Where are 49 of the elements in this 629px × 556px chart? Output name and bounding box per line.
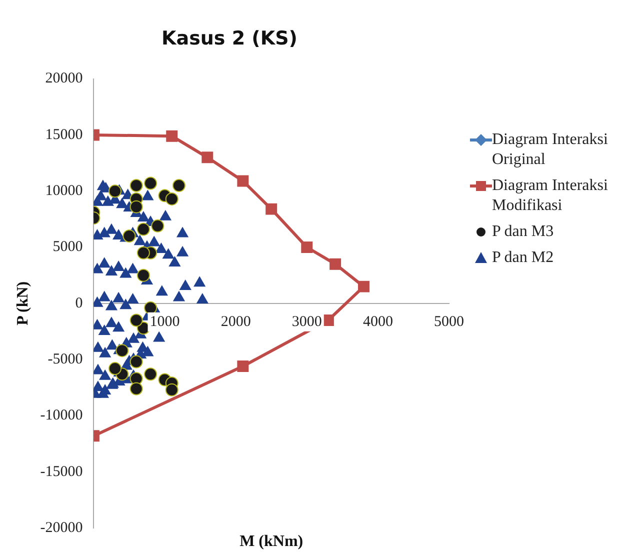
point [108,362,122,376]
point [202,152,214,164]
point [237,175,249,187]
point [130,200,143,214]
point [108,184,122,198]
point [136,222,150,236]
point [136,246,150,260]
legend-label: P dan M2 [492,248,554,268]
point [165,383,178,396]
point [322,314,334,326]
y-tick-label: 5000 [52,239,83,256]
point [330,258,342,270]
point [165,192,178,206]
y-tick-label: -5000 [48,351,83,368]
x-tick-label: 2000 [220,314,251,330]
x-tick-label: 5000 [434,314,464,330]
point [172,178,186,192]
y-tick-label: -10000 [40,408,83,424]
point [122,230,136,243]
point [144,301,158,314]
point [301,242,313,253]
y-tick-label: 15000 [45,126,83,143]
x-tick-label: 1000 [150,314,180,330]
point [130,382,143,396]
y-axis-title: P (kN) [14,281,32,326]
point [358,280,370,292]
point [130,314,143,327]
y-tick-label: 0 [75,295,83,312]
x-axis-title: M (kNm) [240,533,304,550]
point [136,268,150,282]
point [144,176,158,190]
point [266,203,278,215]
x-tick-label: 3000 [292,314,322,330]
point [166,130,178,142]
legend-label: Diagram Interaksi Original [492,130,609,170]
x-tick-label: 4000 [362,314,393,330]
chart-title: Kasus 2 (KS) [162,27,298,50]
y-tick-label: 20000 [45,70,83,87]
y-tick-label: -20000 [40,520,83,536]
point [130,178,143,192]
legend-label: Diagram Interaksi Modifikasi [492,176,609,216]
point [116,344,129,358]
point [130,355,143,368]
y-tick-label: 10000 [45,183,83,200]
point [237,360,249,372]
legend-label: P dan M3 [492,222,554,242]
point [151,219,164,232]
point [144,368,158,381]
y-tick-label: -15000 [40,464,83,480]
